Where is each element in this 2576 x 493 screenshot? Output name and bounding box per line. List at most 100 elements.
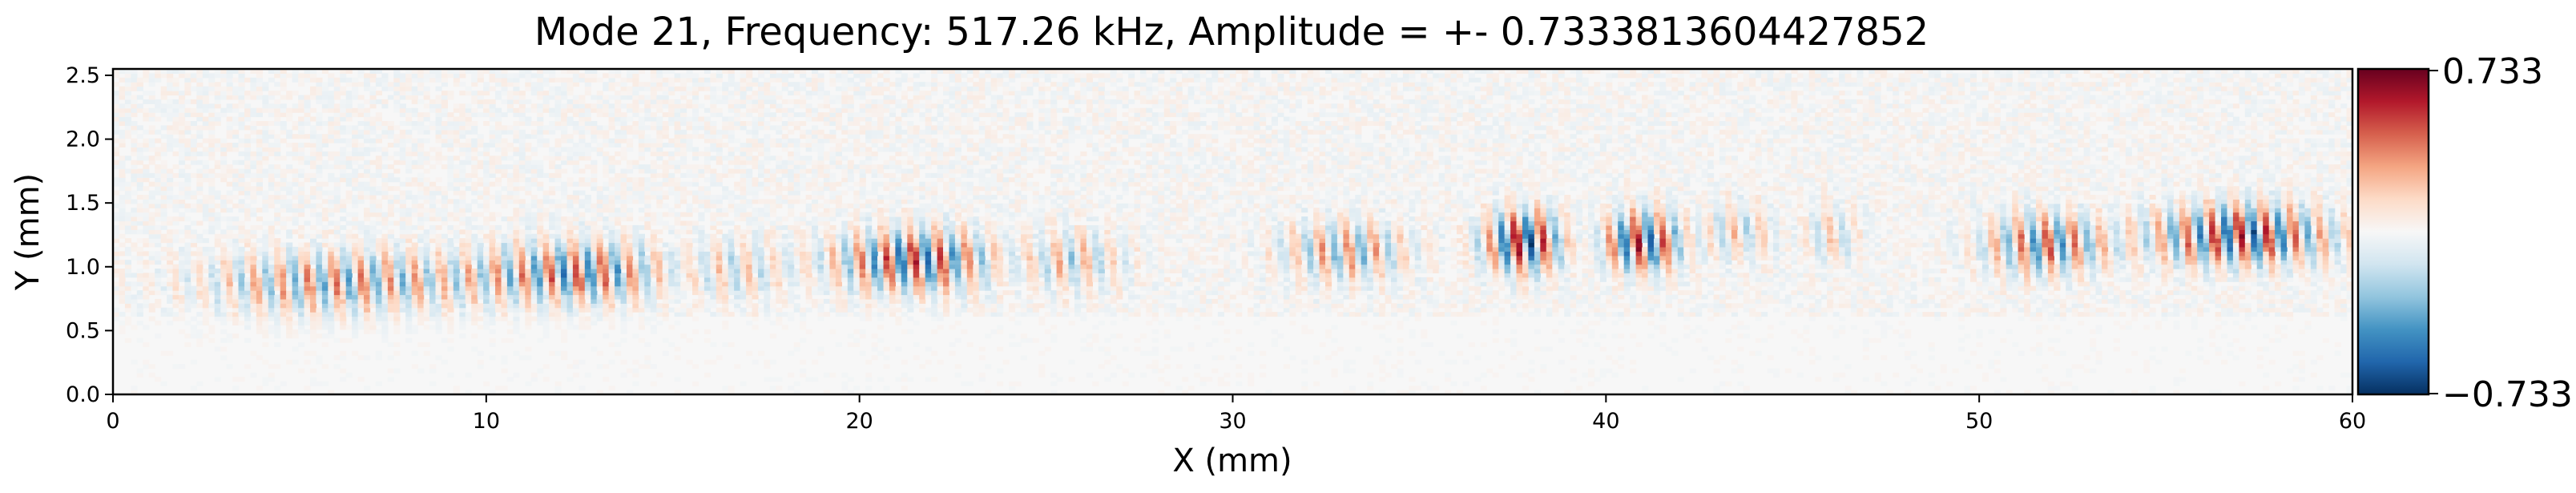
heatmap-cell [716,260,723,265]
heatmap-cell [1361,281,1368,287]
heatmap-cell [2304,290,2312,296]
heatmap-cell [1910,307,1917,313]
heatmap-cell [119,298,126,304]
heatmap-cell [627,368,634,374]
heatmap-cell [566,325,574,330]
heatmap-cell [1457,269,1464,273]
heatmap-cell [1898,333,1905,339]
heatmap-cell [931,377,938,382]
heatmap-cell [429,290,437,296]
heatmap-cell [2179,269,2186,273]
heatmap-cell [256,325,263,330]
heatmap-cell [1862,290,1869,296]
heatmap-cell [1187,264,1195,269]
heatmap-cell [1146,290,1153,296]
heatmap-cell [776,312,783,317]
heatmap-cell [1893,273,1900,278]
heatmap-cell [1301,368,1308,374]
heatmap-cell [1910,269,1917,273]
heatmap-cell [232,298,240,304]
heatmap-cell [2036,277,2043,282]
heatmap-cell [1331,290,1338,296]
heatmap-cell [2102,307,2109,313]
heatmap-cell [542,333,550,339]
heatmap-cell [1654,269,1661,273]
heatmap-cell [1881,277,1888,282]
heatmap-cell [381,333,389,339]
heatmap-cell [1486,307,1494,313]
heatmap-cell [2316,386,2324,391]
heatmap-cell [304,312,311,317]
heatmap-cell [1014,273,1022,278]
heatmap-cell [937,312,944,317]
heatmap-cell [2149,294,2156,300]
heatmap-cell [2155,325,2163,330]
heatmap-cell [495,264,502,269]
heatmap-cell [638,264,645,269]
heatmap-cell [2256,290,2264,296]
heatmap-cell [328,333,335,339]
heatmap-cell [2232,298,2239,304]
heatmap-cell [226,290,233,296]
heatmap-cell [1426,264,1433,269]
heatmap-cell [1576,285,1583,291]
heatmap-cell [1151,316,1159,321]
heatmap-cell [113,273,120,278]
heatmap-cell [686,307,693,313]
heatmap-cell [1832,372,1840,378]
heatmap-cell [250,372,257,378]
heatmap-cell [1749,273,1756,278]
heatmap-cell [907,285,914,291]
heatmap-cell [829,298,836,304]
heatmap-cell [2256,264,2264,269]
heatmap-cell [1385,298,1392,304]
heatmap-cell [578,298,586,304]
heatmap-cell [793,294,800,300]
heatmap-cell [447,346,454,352]
heatmap-cell [913,281,920,287]
heatmap-cell [1462,294,1469,300]
heatmap-cell [764,281,771,287]
heatmap-cell [1934,290,1941,296]
heatmap-cell [1158,321,1165,325]
heatmap-cell [1564,269,1571,273]
heatmap-cell [1260,316,1267,321]
heatmap-cell [190,303,197,309]
heatmap-cell [2024,285,2031,291]
heatmap-cell [1343,269,1350,273]
heatmap-cell [2083,273,2090,278]
heatmap-cell [2024,264,2031,269]
heatmap-cell [1576,321,1583,325]
heatmap-cell [465,285,472,291]
heatmap-cell [2030,264,2037,269]
heatmap-cell [1217,321,1224,325]
heatmap-cell [1635,312,1643,317]
heatmap-cell [160,350,167,356]
heatmap-cell [1803,281,1810,287]
heatmap-cell [537,269,544,273]
heatmap-cell [740,298,747,304]
heatmap-cell [764,359,771,365]
heatmap-cell [119,312,126,317]
heatmap-cell [1474,312,1482,317]
heatmap-cell [1080,303,1087,309]
heatmap-cell [2328,277,2336,282]
heatmap-cell [1988,273,1995,278]
heatmap-cell [333,294,341,300]
heatmap-cell [847,307,854,313]
heatmap-cell [1038,368,1046,374]
heatmap-cell [561,355,568,361]
heatmap-cell [2090,269,2097,273]
heatmap-cell [453,290,460,296]
heatmap-cell [489,307,496,313]
heatmap-cell [1206,277,1213,282]
heatmap-cell [2287,368,2294,374]
heatmap-cell [1151,312,1159,317]
heatmap-cell [1295,281,1302,287]
heatmap-cell [931,264,938,269]
heatmap-cell [1588,281,1595,287]
heatmap-cell [1379,264,1386,269]
heatmap-cell [907,264,914,269]
heatmap-cell [2244,290,2251,296]
heatmap-cell [2256,294,2264,300]
